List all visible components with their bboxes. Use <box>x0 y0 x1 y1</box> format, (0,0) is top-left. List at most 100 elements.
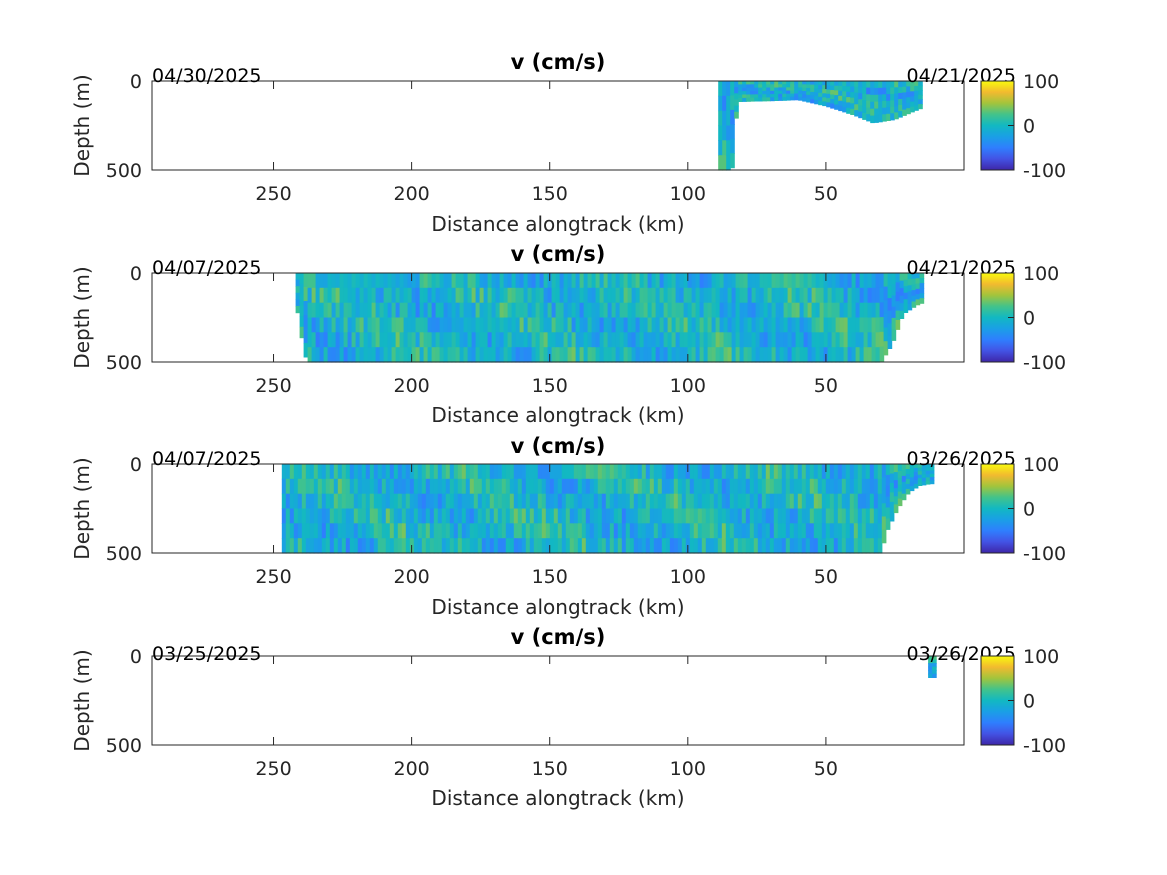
heatmap-cell <box>894 99 899 107</box>
heatmap-cell <box>883 300 889 315</box>
heatmap-cell <box>409 478 415 495</box>
heatmap-cell <box>317 478 323 495</box>
heatmap-cell <box>862 87 867 95</box>
x-axis-label: Distance alongtrack (km) <box>431 595 684 619</box>
heatmap-cell <box>567 302 573 319</box>
heatmap-cell <box>327 332 333 348</box>
heatmap-cell <box>849 464 855 480</box>
heatmap-cell <box>367 332 373 348</box>
heatmap-cell <box>858 81 863 88</box>
heatmap-cell <box>721 464 727 480</box>
heatmap-cell <box>759 287 765 304</box>
heatmap-cell <box>755 287 761 304</box>
heatmap-cell <box>743 317 749 333</box>
heatmap-cell <box>483 332 489 348</box>
heatmap-cell <box>769 464 775 480</box>
heatmap-cell <box>865 538 871 554</box>
heatmap-cell <box>403 347 409 363</box>
heatmap-cell <box>890 100 895 108</box>
heatmap-cell <box>833 538 839 554</box>
heatmap-cell <box>809 464 815 480</box>
heatmap-cell <box>726 81 731 97</box>
heatmap-cell <box>499 287 505 304</box>
heatmap-cell <box>709 493 715 510</box>
heatmap-cell <box>925 467 931 472</box>
heatmap-cell <box>853 464 859 480</box>
heatmap-cell <box>439 347 445 363</box>
heatmap-cell <box>755 317 761 333</box>
heatmap-cell <box>417 493 423 510</box>
heatmap-cell <box>603 273 609 289</box>
heatmap-cell <box>763 347 769 363</box>
heatmap-cell <box>505 493 511 510</box>
heatmap-cell <box>707 302 713 319</box>
heatmap-cell <box>609 523 615 539</box>
heatmap-cell <box>531 302 537 319</box>
heatmap-cell <box>355 302 361 319</box>
heatmap-cell <box>387 317 393 333</box>
heatmap-cell <box>371 317 377 333</box>
heatmap-cell <box>397 478 403 495</box>
x-axis-ticks: 250 200 150 100 50 <box>255 464 838 588</box>
heatmap-cell <box>807 287 813 304</box>
heatmap-cell <box>814 81 819 86</box>
heatmap-cell <box>909 477 915 483</box>
heatmap-cell <box>295 299 301 307</box>
colorbar-tick-label: 0 <box>1023 308 1035 330</box>
heatmap-cell <box>299 283 305 296</box>
heatmap-cell <box>417 523 423 539</box>
heatmap-cell <box>659 302 665 319</box>
heatmap-cell <box>627 273 633 289</box>
heatmap-cell <box>319 347 325 363</box>
heatmap-cell <box>746 84 751 89</box>
heatmap-cell <box>473 464 479 480</box>
heatmap-cell <box>763 287 769 304</box>
heatmap-cell <box>393 478 399 495</box>
heatmap-cell <box>897 498 903 507</box>
heatmap-cell <box>902 109 907 116</box>
heatmap-cell <box>869 464 875 480</box>
heatmap-cell <box>495 273 501 289</box>
heatmap-cell <box>573 523 579 539</box>
heatmap-cell <box>663 287 669 304</box>
heatmap-cell <box>893 472 899 481</box>
heatmap-cell <box>517 464 523 480</box>
heatmap-cell <box>739 347 745 363</box>
heatmap-cell <box>742 91 747 96</box>
heatmap-cell <box>673 493 679 510</box>
heatmap-cell <box>839 287 845 304</box>
heatmap-cell <box>363 273 369 289</box>
heatmap-cell <box>713 523 719 539</box>
heatmap-cell <box>309 523 315 539</box>
heatmap-cell <box>641 508 647 524</box>
heatmap-cell <box>599 332 605 348</box>
heatmap-cell <box>513 508 519 524</box>
heatmap-cell <box>873 493 879 510</box>
heatmap-cell <box>611 273 617 289</box>
heatmap-cell <box>921 481 927 486</box>
heatmap-cell <box>527 317 533 333</box>
heatmap-cell <box>601 493 607 510</box>
heatmap-cell <box>731 317 737 333</box>
heatmap-cell <box>285 508 291 524</box>
heatmap-cell <box>347 302 353 319</box>
heatmap-cell <box>393 464 399 480</box>
heatmap-cell <box>453 538 459 554</box>
heatmap-cell <box>727 317 733 333</box>
heatmap-cell <box>427 347 433 363</box>
heatmap-cell <box>932 656 937 661</box>
heatmap-cell <box>709 538 715 554</box>
heatmap-cell <box>353 508 359 524</box>
heatmap-cell <box>758 84 763 89</box>
heatmap-cell <box>443 273 449 289</box>
heatmap-cell <box>463 317 469 333</box>
heatmap-cell <box>835 347 841 363</box>
heatmap-cell <box>475 273 481 289</box>
heatmap-cell <box>327 347 333 363</box>
heatmap-cell <box>597 493 603 510</box>
heatmap-cell <box>301 478 307 495</box>
heatmap-cell <box>491 347 497 363</box>
heatmap-cell <box>545 478 551 495</box>
heatmap-cell <box>799 347 805 363</box>
heatmap-cell <box>898 99 903 106</box>
